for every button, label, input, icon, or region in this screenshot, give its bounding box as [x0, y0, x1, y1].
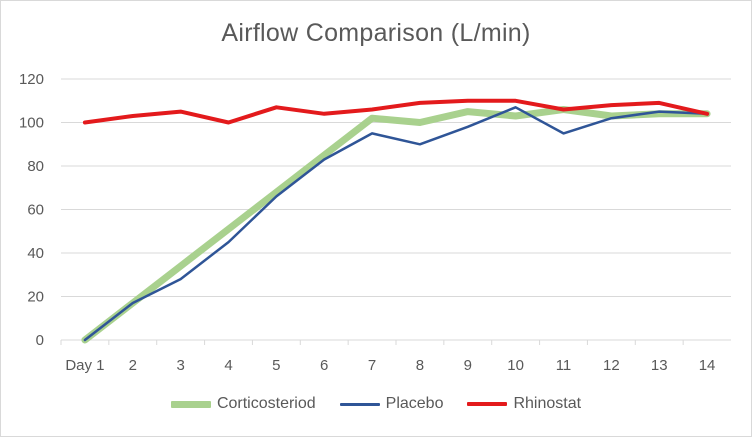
y-tick-label: 0: [36, 332, 44, 349]
chart-title: Airflow Comparison (L/min): [221, 19, 531, 47]
legend-label: Corticosteriod: [216, 395, 316, 412]
legend-label: Rhinostat: [513, 395, 582, 412]
legend-swatch: [170, 400, 211, 408]
x-tick-label: 8: [416, 357, 424, 374]
y-tick-label: 60: [27, 202, 44, 219]
x-tick-label: 11: [556, 357, 572, 374]
x-tick-label: 12: [603, 357, 620, 374]
y-tick-label: 80: [27, 158, 44, 175]
x-tick-label: 10: [507, 357, 524, 374]
y-tick-label: 100: [19, 115, 44, 132]
legend-label: Placebo: [385, 395, 444, 412]
legend-swatch: [339, 402, 380, 406]
legend-item-rhinostat: Rhinostat: [467, 395, 581, 413]
x-tick-label: 9: [464, 357, 472, 374]
x-tick-label: 7: [368, 357, 376, 374]
y-tick-label: 120: [19, 71, 44, 88]
legend-swatch: [467, 402, 508, 406]
x-tick-label: 14: [699, 357, 716, 374]
x-tick-label: 2: [129, 357, 137, 374]
legend: Corticosteriod Placebo Rhinostat: [1, 395, 751, 413]
x-tick-label: 13: [651, 357, 668, 374]
x-tick-label: 4: [224, 357, 232, 374]
x-tick-label: 3: [176, 357, 184, 374]
y-tick-label: 20: [27, 289, 44, 306]
x-axis-tick-labels: Day 1 2 3 4 5 6 7 8 9 10 11 12 13 14: [65, 357, 715, 374]
x-tick-label: Day 1: [65, 357, 104, 374]
legend-item-corticosteriod: Corticosteriod: [170, 395, 316, 413]
y-axis-tick-labels: 0 20 40 60 80 100 120: [19, 71, 44, 349]
x-tick-label: 6: [320, 357, 328, 374]
series-lines: [81, 98, 711, 344]
legend-item-placebo: Placebo: [339, 395, 444, 413]
series-line-corticosteriod: [81, 106, 711, 344]
x-tick-label: 5: [272, 357, 280, 374]
series-line-placebo: [83, 106, 709, 342]
y-tick-label: 40: [27, 245, 44, 262]
series-line-rhinostat: [82, 98, 710, 125]
